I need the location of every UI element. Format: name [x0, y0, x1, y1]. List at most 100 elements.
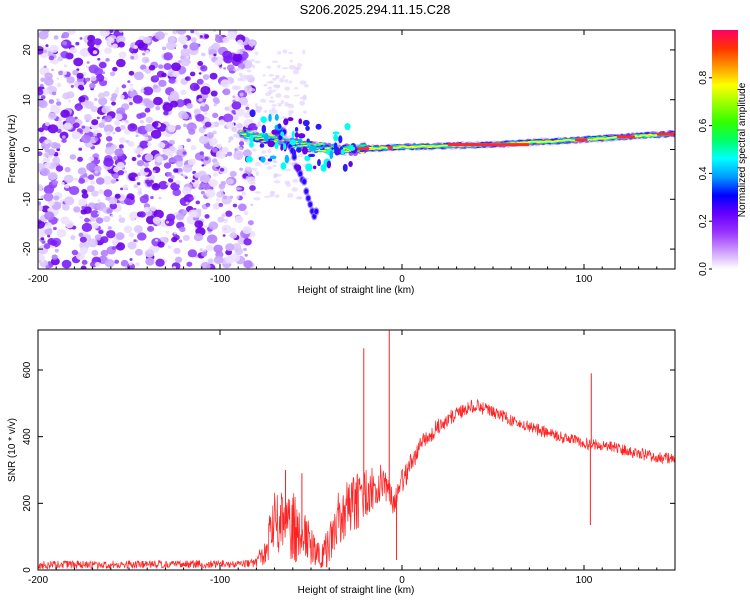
noise-blob — [121, 84, 127, 89]
noise-blob — [47, 148, 56, 156]
noise-blob — [43, 65, 47, 69]
noise-blob — [299, 100, 306, 106]
colorbar-gradient — [712, 30, 738, 269]
noise-blob — [267, 148, 272, 154]
noise-blob — [268, 109, 274, 114]
noise-blob — [47, 124, 59, 134]
noise-blob — [44, 121, 50, 127]
noise-blob — [95, 177, 105, 185]
noise-blob — [147, 225, 155, 232]
noise-blob — [68, 185, 80, 196]
noise-blob — [103, 90, 110, 97]
noise-blob — [71, 131, 81, 140]
noise-blob — [144, 136, 149, 141]
noise-blob — [225, 210, 233, 217]
signal-blob — [332, 131, 340, 135]
signal-blob — [342, 163, 348, 172]
noise-blob — [293, 94, 300, 97]
noise-blob — [87, 40, 95, 47]
noise-blob — [61, 40, 68, 46]
noise-blob — [83, 113, 92, 121]
noise-blob — [121, 120, 125, 123]
noise-blob — [246, 69, 252, 73]
noise-blob — [88, 64, 99, 74]
noise-blob — [79, 48, 89, 57]
noise-blob — [66, 91, 75, 99]
noise-blob — [210, 74, 216, 80]
noise-blob — [206, 132, 214, 139]
signal-blob — [312, 165, 317, 170]
noise-blob — [277, 64, 281, 69]
noise-blob — [136, 232, 147, 241]
noise-blob — [208, 179, 218, 188]
noise-blob — [94, 165, 102, 173]
noise-blob — [128, 70, 135, 76]
noise-blob — [44, 228, 53, 236]
noise-blob — [211, 147, 218, 153]
noise-blob — [136, 113, 143, 119]
noise-blob — [263, 161, 270, 166]
noise-blob — [115, 232, 125, 241]
noise-blob — [235, 146, 243, 150]
noise-blob — [84, 217, 90, 223]
noise-blob — [237, 39, 244, 45]
signal-blob — [268, 113, 272, 122]
noise-blob — [78, 147, 83, 151]
noise-blob — [193, 108, 201, 115]
colorbar-tick-label: 0.4 — [698, 166, 709, 180]
signal-cell — [361, 144, 367, 147]
noise-blob — [205, 202, 211, 207]
noise-blob — [90, 76, 97, 82]
colorbar-tick-label: 0.8 — [698, 70, 709, 84]
noise-blob — [250, 203, 254, 207]
noise-blob — [271, 104, 277, 107]
noise-blob — [148, 64, 156, 71]
noise-blob — [222, 36, 230, 44]
noise-blob — [228, 139, 232, 143]
noise-blob — [234, 215, 244, 224]
signal-cell — [344, 150, 350, 153]
noise-blob — [151, 121, 159, 128]
spectrogram-x-tick-label: -100 — [210, 274, 230, 285]
noise-blob — [182, 44, 188, 49]
noise-blob — [214, 35, 224, 43]
signal-cell — [272, 136, 278, 139]
noise-blob — [187, 158, 196, 166]
noise-blob — [231, 85, 238, 91]
noise-blob — [235, 149, 240, 154]
noise-blob — [277, 51, 282, 55]
signal-cell — [317, 143, 324, 145]
noise-blob — [227, 31, 237, 40]
noise-blob — [116, 107, 126, 116]
noise-blob — [190, 145, 197, 151]
noise-blob — [61, 259, 72, 269]
noise-blob — [264, 92, 272, 97]
noise-blob — [115, 242, 126, 251]
signal-cell — [306, 142, 313, 145]
noise-blob — [272, 89, 276, 92]
noise-blob — [78, 96, 86, 103]
colorbar: 0.0 0.2 0.4 0.6 0.8 Normalized spectral ampl… — [698, 30, 748, 276]
signal-blob — [283, 143, 287, 150]
colorbar-tick-label: 0.2 — [698, 214, 709, 228]
noise-blob — [44, 211, 55, 221]
noise-blob — [210, 90, 218, 97]
noise-blob — [61, 135, 66, 139]
noise-blob — [287, 193, 294, 198]
noise-blob — [213, 161, 220, 168]
signal-blob — [274, 113, 279, 121]
noise-blob — [129, 87, 134, 92]
noise-blob — [222, 88, 231, 96]
noise-blob — [271, 60, 279, 63]
noise-blob — [275, 74, 280, 78]
noise-blob — [144, 107, 151, 113]
noise-blob — [152, 84, 159, 89]
noise-blob — [288, 64, 296, 70]
noise-blob — [117, 169, 125, 176]
noise-blob — [81, 259, 88, 265]
noise-blob — [167, 124, 176, 133]
noise-blob — [78, 177, 86, 184]
noise-blob — [224, 106, 230, 111]
noise-blob — [175, 160, 184, 168]
noise-blob — [245, 176, 250, 181]
